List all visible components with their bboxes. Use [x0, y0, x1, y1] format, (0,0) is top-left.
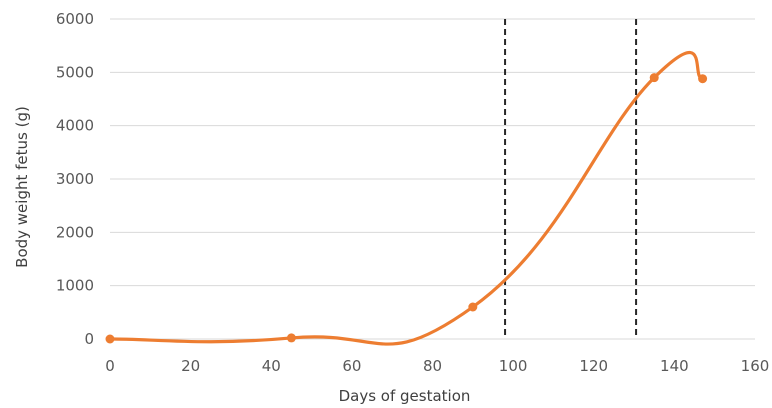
x-tick-label: 100: [499, 357, 528, 375]
x-tick-label: 60: [342, 357, 361, 375]
y-tick-label: 2000: [56, 223, 94, 241]
series-line: [108, 51, 705, 346]
y-axis-ticks: 0 1000 2000 3000 4000 5000 6000: [56, 10, 94, 348]
x-tick-label: 0: [105, 357, 115, 375]
gridlines: [110, 18, 755, 340]
x-axis-title: Days of gestation: [339, 387, 471, 405]
x-tick-label: 20: [181, 357, 200, 375]
x-tick-label: 140: [660, 357, 689, 375]
y-tick-label: 0: [84, 330, 94, 348]
data-point: [649, 73, 659, 83]
data-point: [105, 334, 115, 344]
reference-lines: [504, 19, 638, 339]
y-tick-label: 4000: [56, 117, 94, 135]
x-tick-label: 160: [741, 357, 770, 375]
series-group: [105, 51, 708, 346]
x-tick-label: 80: [423, 357, 442, 375]
data-point: [468, 302, 478, 312]
data-point: [286, 333, 296, 343]
y-axis-title: Body weight fetus (g): [13, 106, 31, 268]
data-point: [698, 74, 708, 84]
y-tick-label: 1000: [56, 277, 94, 295]
y-tick-label: 3000: [56, 170, 94, 188]
y-tick-label: 6000: [56, 10, 94, 28]
x-tick-label: 40: [262, 357, 281, 375]
y-tick-label: 5000: [56, 63, 94, 81]
x-tick-label: 120: [579, 357, 608, 375]
x-axis-ticks: 0 20 40 60 80 100 120 140 160: [105, 357, 769, 375]
